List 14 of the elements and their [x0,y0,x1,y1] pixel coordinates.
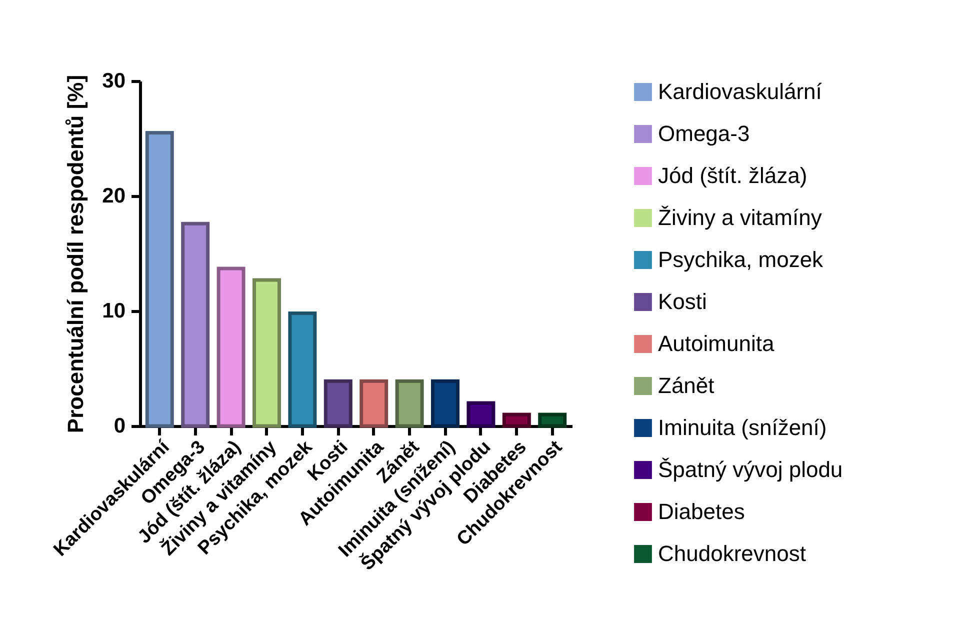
legend-label: Kardiovaskulární [658,79,822,104]
y-tick-label: 10 [102,300,126,322]
legend-label: Živiny a vitamíny [658,205,822,230]
legend-label: Jód (štít. žláza) [658,163,808,188]
y-tick-label: 30 [102,70,126,92]
legend-label: Kosti [658,289,707,314]
legend-label: Psychika, mozek [658,247,824,272]
legend-label: Omega-3 [658,121,750,146]
y-tick-label: 20 [102,184,126,208]
legend-label: Zánět [658,373,714,398]
legend-label: Iminuita (snížení) [658,415,827,440]
y-tick-label: 0 [114,414,126,438]
legend-label: Autoimunita [658,331,775,356]
y-axis-title: Procentuální podíl respodentů [%] [63,74,88,434]
